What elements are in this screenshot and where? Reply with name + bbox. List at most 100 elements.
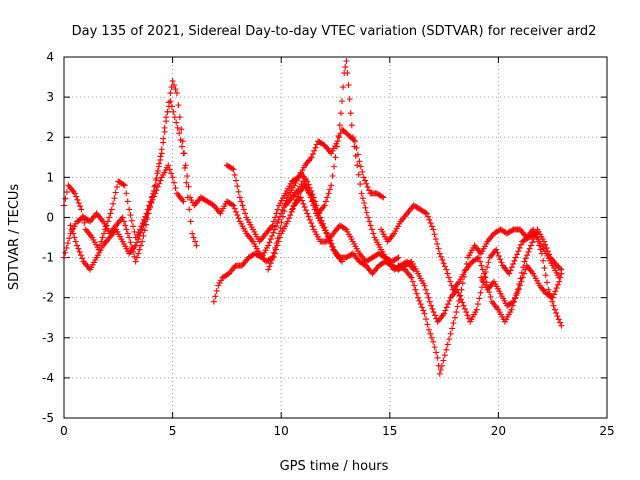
x-tick-label: 5 bbox=[169, 424, 177, 438]
data-point bbox=[418, 304, 425, 311]
data-point bbox=[171, 114, 178, 121]
data-point bbox=[300, 200, 307, 207]
data-point bbox=[71, 190, 78, 197]
data-point bbox=[148, 200, 155, 207]
data-point bbox=[412, 286, 419, 293]
data-point bbox=[346, 96, 353, 103]
data-point bbox=[326, 186, 333, 193]
y-axis-label: SDTVAR / TECUs bbox=[7, 184, 22, 291]
data-point bbox=[370, 230, 377, 237]
data-point bbox=[429, 305, 436, 312]
data-point bbox=[321, 224, 328, 231]
data-point bbox=[140, 222, 147, 229]
data-point bbox=[335, 132, 342, 139]
data-point bbox=[229, 165, 236, 172]
data-point bbox=[180, 198, 187, 205]
data-point bbox=[271, 250, 278, 257]
y-tick-label: -5 bbox=[42, 411, 54, 425]
series-track-3 bbox=[67, 162, 187, 273]
data-point bbox=[537, 246, 544, 253]
data-point bbox=[545, 286, 552, 293]
data-point bbox=[447, 278, 454, 285]
data-point bbox=[163, 114, 170, 121]
data-point bbox=[270, 229, 277, 236]
data-point bbox=[432, 236, 439, 243]
data-point bbox=[325, 190, 332, 197]
data-point bbox=[67, 222, 74, 229]
data-point bbox=[233, 208, 240, 215]
data-point bbox=[317, 214, 324, 221]
data-point bbox=[457, 292, 464, 299]
data-point bbox=[66, 235, 73, 242]
data-point bbox=[275, 216, 282, 223]
data-point bbox=[173, 90, 180, 97]
data-point bbox=[161, 124, 168, 131]
data-point bbox=[149, 196, 156, 203]
data-point bbox=[153, 175, 160, 182]
data-point bbox=[190, 234, 197, 241]
chart-title: Day 135 of 2021, Sidereal Day-to-day VTE… bbox=[72, 24, 597, 39]
data-point bbox=[438, 253, 445, 260]
data-point bbox=[436, 250, 443, 257]
data-point bbox=[458, 286, 465, 293]
data-point bbox=[444, 341, 451, 348]
data-point bbox=[552, 288, 559, 295]
data-point bbox=[357, 181, 364, 188]
data-point bbox=[267, 236, 274, 243]
data-point bbox=[421, 310, 428, 317]
data-point bbox=[447, 330, 454, 337]
data-point bbox=[64, 240, 71, 247]
data-point bbox=[349, 134, 356, 141]
data-point bbox=[270, 253, 277, 260]
data-point bbox=[474, 255, 481, 262]
data-point bbox=[544, 279, 551, 286]
data-point bbox=[81, 219, 88, 226]
data-point bbox=[473, 306, 480, 313]
data-point bbox=[346, 132, 353, 139]
data-point bbox=[275, 238, 282, 245]
data-point bbox=[355, 171, 362, 178]
data-point bbox=[154, 167, 161, 174]
x-axis-label: GPS time / hours bbox=[280, 459, 389, 474]
data-point bbox=[75, 200, 82, 207]
data-point bbox=[165, 162, 172, 169]
data-point bbox=[508, 264, 515, 271]
data-point bbox=[192, 238, 199, 245]
data-point bbox=[267, 260, 274, 267]
data-point bbox=[517, 282, 524, 289]
data-point bbox=[73, 193, 80, 200]
data-point bbox=[464, 312, 471, 319]
data-point bbox=[519, 274, 526, 281]
data-point bbox=[175, 102, 182, 109]
data-point bbox=[270, 218, 277, 225]
data-point bbox=[172, 86, 179, 93]
data-point bbox=[62, 195, 69, 202]
data-point bbox=[184, 194, 191, 201]
data-point bbox=[265, 242, 272, 249]
data-point bbox=[361, 200, 368, 207]
data-point bbox=[277, 224, 284, 231]
data-point bbox=[416, 297, 423, 304]
data-point bbox=[451, 314, 458, 321]
data-point bbox=[445, 274, 452, 281]
data-point bbox=[513, 292, 520, 299]
data-point bbox=[340, 127, 347, 134]
data-point bbox=[106, 214, 113, 221]
data-point bbox=[453, 309, 460, 316]
data-point bbox=[437, 366, 444, 373]
data-point bbox=[107, 210, 114, 217]
data-point bbox=[235, 215, 242, 222]
data-point bbox=[363, 209, 370, 216]
data-point bbox=[289, 205, 296, 212]
data-point bbox=[319, 220, 326, 227]
data-point bbox=[119, 214, 126, 221]
data-point bbox=[334, 138, 341, 145]
data-point bbox=[99, 234, 106, 241]
data-point bbox=[506, 270, 513, 277]
y-tick-label: -3 bbox=[42, 331, 54, 345]
data-point bbox=[342, 225, 349, 232]
data-point bbox=[157, 177, 164, 184]
x-tick-label: 20 bbox=[491, 424, 506, 438]
data-point bbox=[342, 64, 349, 71]
data-point bbox=[343, 130, 350, 137]
